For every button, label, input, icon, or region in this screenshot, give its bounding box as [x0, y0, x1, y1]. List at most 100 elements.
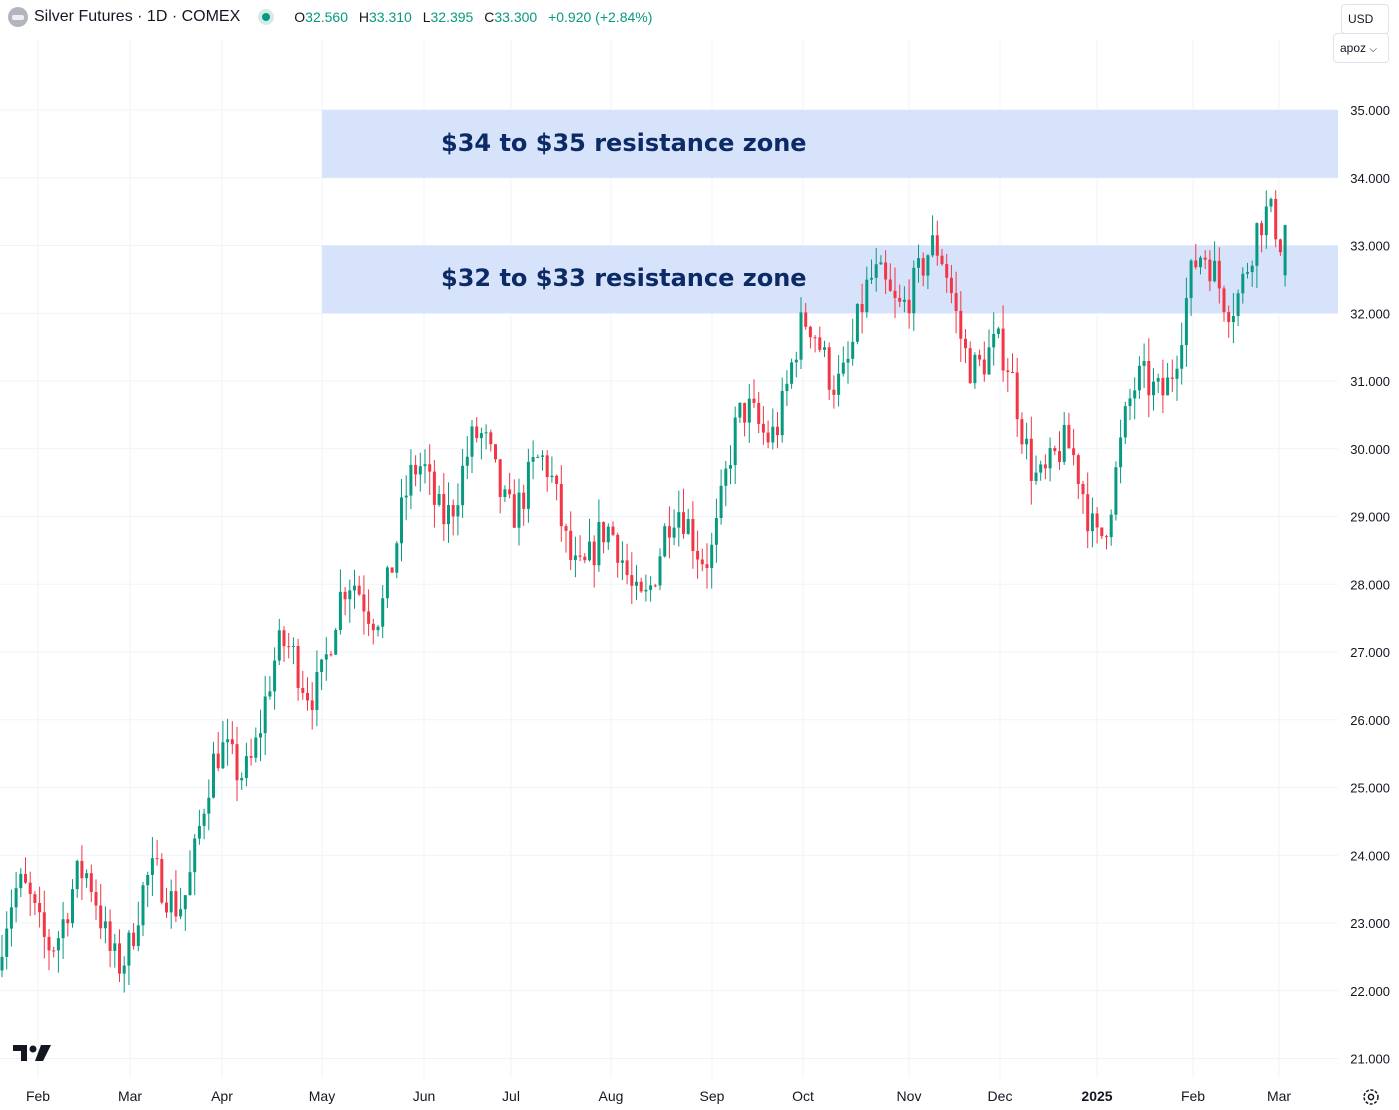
candle-up: [677, 490, 681, 547]
low-value: 32.395: [430, 9, 474, 25]
symbol-title[interactable]: Silver Futures · 1D · COMEX: [34, 8, 241, 25]
candle-down: [508, 472, 512, 499]
candle-down: [968, 341, 972, 384]
candle-up: [719, 469, 723, 525]
candle-up: [588, 518, 591, 562]
candle-up: [461, 448, 465, 518]
open-value: 32.560: [305, 9, 348, 25]
candle-up: [710, 532, 714, 589]
candle-up: [912, 260, 916, 331]
candle-up: [1269, 197, 1273, 213]
y-tick-label: 29.000: [1350, 510, 1390, 525]
y-tick-label: 30.000: [1350, 442, 1390, 457]
candle-up: [1246, 262, 1249, 279]
candle-up: [597, 499, 601, 572]
candle-up: [212, 741, 215, 799]
candle-down: [357, 575, 361, 596]
candle-down: [33, 891, 37, 916]
candle-down: [940, 248, 944, 266]
candle-down: [310, 682, 314, 730]
candle-down: [174, 870, 178, 922]
resistance-zones: [322, 110, 1338, 314]
candle-down: [414, 455, 418, 487]
candle-down: [230, 721, 234, 755]
candle-up: [179, 888, 183, 920]
candle-up: [1152, 368, 1155, 411]
candle-up: [620, 541, 624, 581]
candle-up: [400, 479, 403, 562]
candle-down: [954, 271, 958, 334]
candle-up: [1034, 455, 1038, 485]
candle-down: [611, 521, 615, 537]
y-tick-label: 24.000: [1350, 848, 1390, 863]
candle-down: [757, 392, 761, 434]
candle-down: [52, 946, 56, 958]
candle-up: [973, 352, 977, 389]
candle-down: [475, 417, 479, 443]
symbol-icon[interactable]: [8, 7, 28, 27]
candle-down: [705, 543, 709, 589]
candle-up: [874, 248, 878, 292]
candle-down: [249, 738, 253, 766]
tradingview-logo[interactable]: [13, 1043, 51, 1063]
candle-down: [691, 501, 695, 569]
candle-up: [1133, 377, 1137, 420]
close-value: 33.300: [494, 9, 538, 25]
candle-down: [978, 349, 982, 367]
candle-up: [381, 585, 385, 639]
chart-grid: [0, 40, 1338, 1078]
candle-down: [827, 342, 831, 401]
candle-down: [761, 406, 765, 445]
candle-up: [714, 498, 718, 563]
candle-up: [268, 676, 272, 700]
settings-icon[interactable]: [1361, 1087, 1381, 1107]
candle-down: [428, 444, 432, 496]
change-value: +0.920 (+2.84%): [548, 9, 653, 25]
candle-down: [451, 499, 455, 536]
candle-down: [1222, 285, 1226, 322]
candle-down: [949, 264, 953, 304]
candle-down: [1227, 305, 1231, 338]
candle-up: [780, 377, 784, 443]
candle-up: [794, 351, 798, 378]
candle-down: [945, 253, 949, 293]
candle-down: [301, 670, 305, 700]
zone-label-lower: $32 to $33 resistance zone: [441, 264, 807, 293]
candle-down: [682, 488, 685, 539]
currency-button[interactable]: USD: [1341, 4, 1389, 34]
candle-up: [423, 449, 427, 484]
x-tick-label: Mar: [1267, 1088, 1291, 1104]
candle-up: [1184, 277, 1188, 367]
candle-down: [893, 267, 897, 318]
candle-up: [484, 424, 488, 450]
candle-up: [56, 931, 60, 973]
y-tick-label: 21.000: [1350, 1052, 1390, 1067]
candle-down: [329, 651, 333, 657]
y-tick-label: 33.000: [1350, 239, 1390, 254]
candle-up: [348, 579, 352, 623]
candle-up: [729, 445, 732, 485]
candle-down: [1043, 454, 1047, 480]
candle-up: [75, 859, 79, 898]
candle-up: [870, 259, 873, 284]
candle-up: [385, 565, 389, 609]
candle-up: [1189, 259, 1193, 316]
candle-up: [992, 312, 996, 366]
candle-down: [1278, 238, 1282, 256]
candle-up: [479, 427, 483, 460]
candle-down: [296, 638, 300, 701]
zone-label-upper: $34 to $35 resistance zone: [441, 128, 807, 157]
candle-up: [1142, 343, 1146, 389]
candle-up: [1236, 289, 1240, 326]
candle-down: [489, 429, 493, 452]
candle-up: [465, 436, 469, 480]
chart-axes: 21.000 22.000 23.000 24.000 25.000 26.000 27.0…: [26, 103, 1390, 1104]
unit-dropdown[interactable]: apoz ⌵: [1333, 33, 1389, 63]
candle-up: [240, 772, 244, 790]
candle-down: [1015, 357, 1019, 437]
candle-down: [282, 626, 286, 662]
candle-up: [395, 541, 399, 579]
candle-up: [447, 482, 450, 543]
candle-up: [277, 618, 281, 666]
